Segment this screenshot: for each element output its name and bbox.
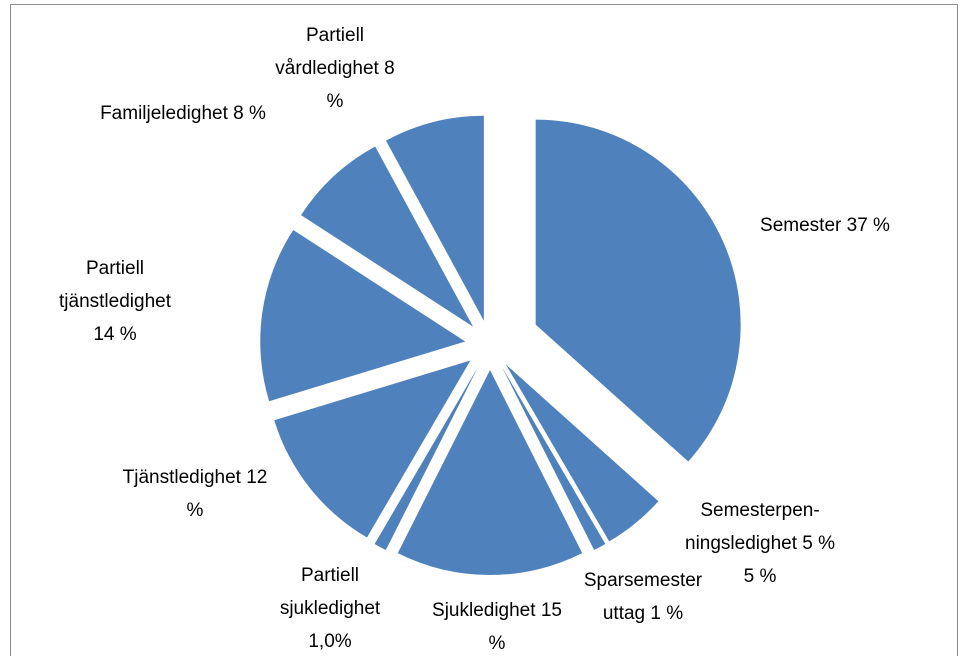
category-label: Familjeledighet xyxy=(100,103,228,124)
pie-slice xyxy=(385,115,484,321)
slice-label: Sparsemester uttag 1 % xyxy=(578,564,708,630)
slice-label: Familjeledighet 8 % xyxy=(98,97,268,130)
value-label: 5 % xyxy=(743,566,777,587)
slice-label: Partiell tjänstledighet 14 % xyxy=(50,252,180,351)
slice-label: Semester 37 % xyxy=(715,209,935,242)
slice-label: Partiell sjukledighet 1,0% xyxy=(270,559,390,656)
value-label: 8 % xyxy=(326,58,395,112)
category-label: Tjänstledighet xyxy=(122,467,241,488)
value-label: 14 % xyxy=(93,324,137,345)
slice-label: Sjukledighet 15 % xyxy=(432,594,562,656)
category-label: Semester xyxy=(760,215,842,236)
pie-slice xyxy=(260,229,466,402)
pie-slice xyxy=(397,370,583,575)
category-label: Sparsemester uttag xyxy=(583,570,703,624)
category-label: Semesterpen­ningsledighet 5 % xyxy=(685,500,835,554)
slice-label: Partiell vårdledighet 8 % xyxy=(265,19,405,118)
slice-label: Tjänstledighet 12 % xyxy=(120,461,270,527)
value-label: 12 % xyxy=(186,467,268,521)
pie-slice xyxy=(535,119,741,462)
pie-slice xyxy=(301,146,474,327)
chart-frame xyxy=(10,4,958,656)
category-label: Partiell vårdledighet xyxy=(275,25,379,79)
pie-slice xyxy=(274,360,471,538)
value-label: 8 % xyxy=(233,103,266,124)
pie-slice xyxy=(374,366,479,551)
value-label: 37 % xyxy=(846,215,890,236)
slice-label: Semesterpen­ningsledighet 5 % 5 % xyxy=(685,494,835,593)
category-label: Partiell tjänstledighet xyxy=(59,258,171,312)
category-label: Sjukledighet xyxy=(432,600,536,621)
category-label: Partiell sjukledighet xyxy=(279,565,381,619)
value-label: 15 % xyxy=(488,600,562,654)
value-label: 1 % xyxy=(650,603,684,624)
pie-slice xyxy=(505,364,659,542)
pie-slice xyxy=(501,366,606,551)
value-label: 1,0% xyxy=(308,631,352,652)
